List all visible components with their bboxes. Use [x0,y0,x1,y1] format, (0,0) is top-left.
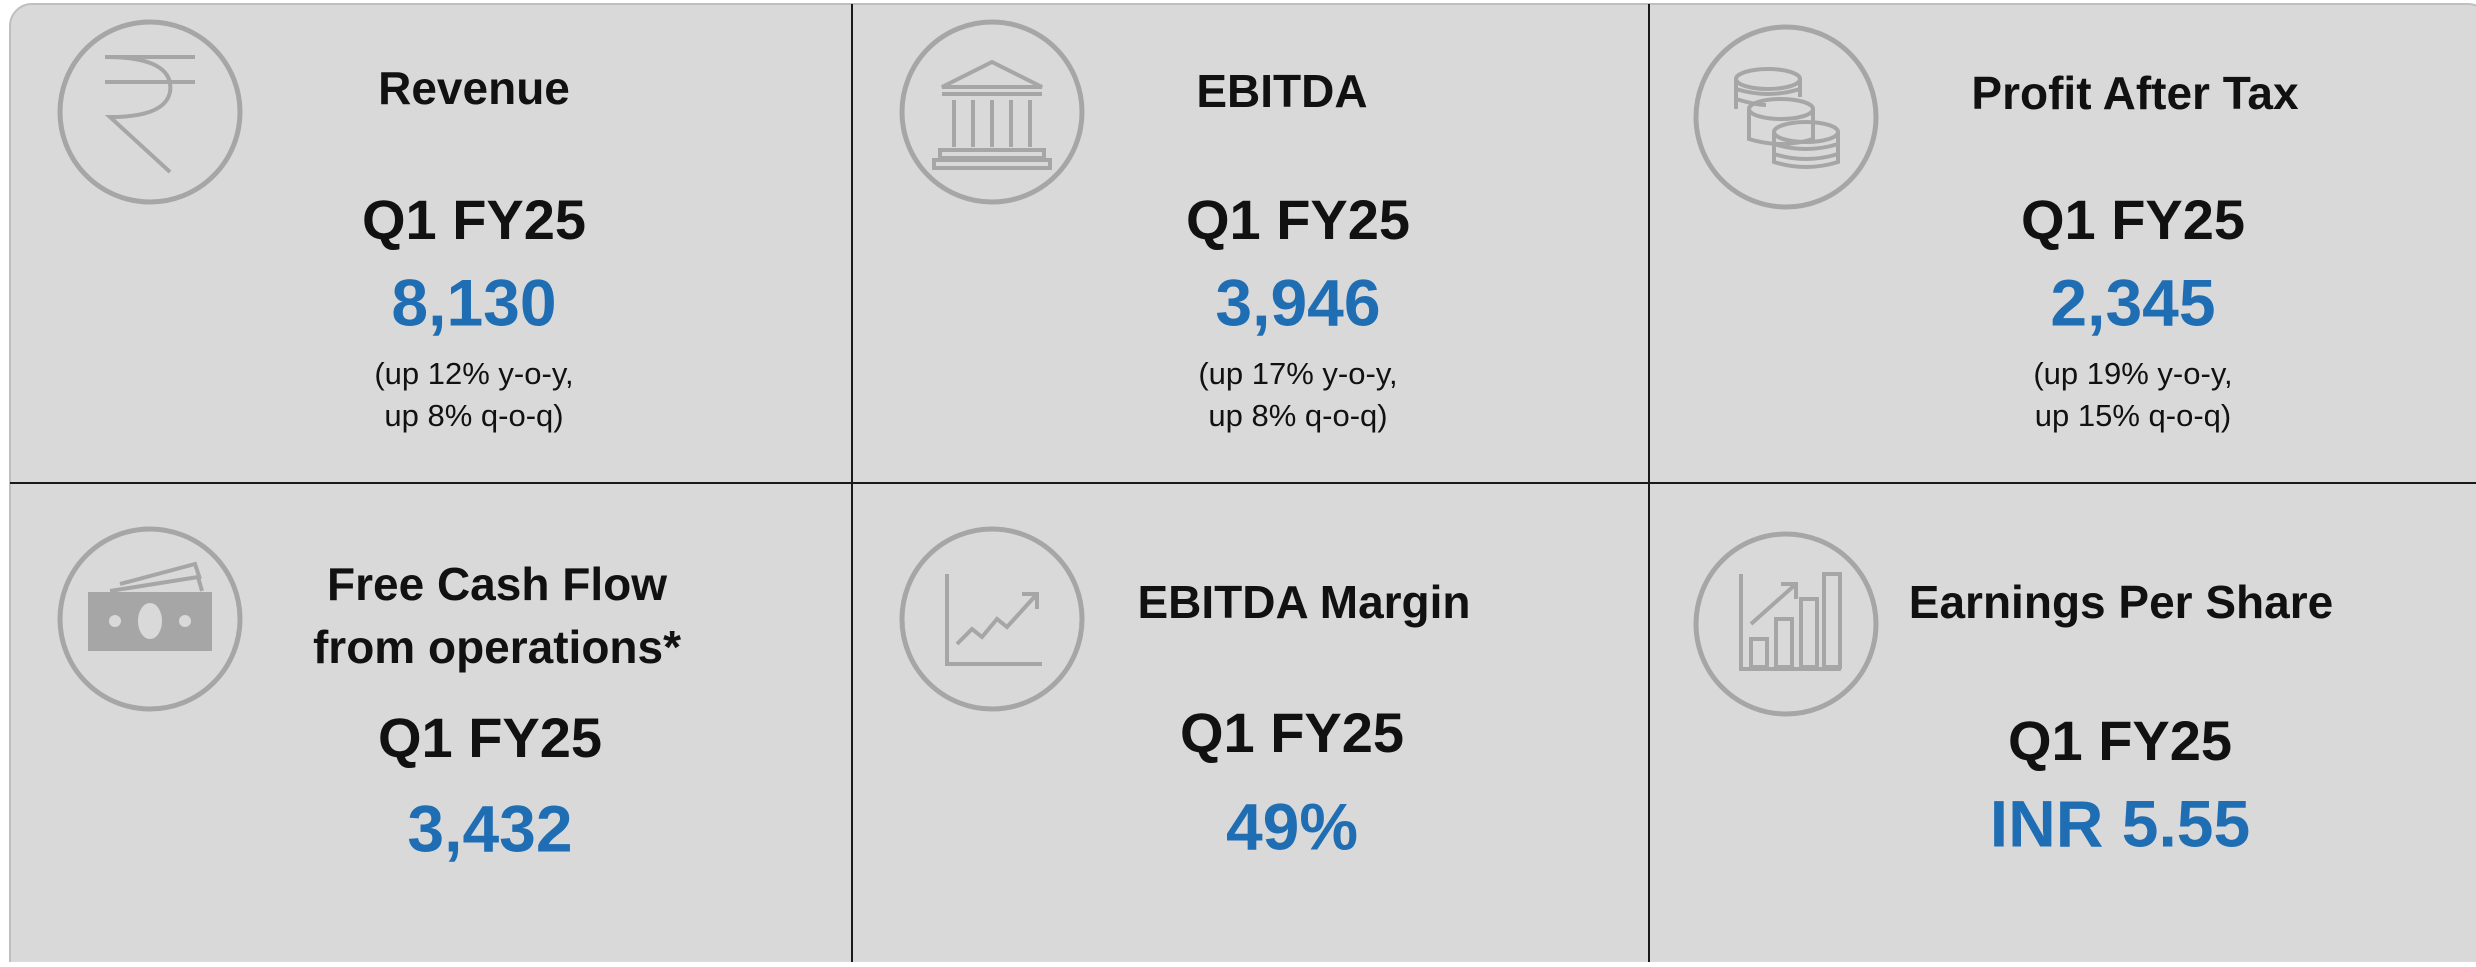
panel [9,3,2476,967]
card-title: Profit After Tax [1971,67,2299,119]
card-period: Q1 FY25 [362,188,586,251]
coins-icon [1693,24,1879,210]
card-title: EBITDA [1196,65,1367,117]
cash-icon [57,526,243,712]
card-title: Revenue [378,62,570,114]
bank-icon [899,19,1085,205]
card-period: Q1 FY25 [1180,701,1404,764]
card-title: from operations* [313,621,681,673]
card-note: up 15% q-o-q) [2035,398,2231,433]
bar-chart-icon [1693,531,1879,717]
trend-icon [899,526,1085,712]
card-value: 3,946 [1215,265,1380,339]
card-value: 2,345 [2050,265,2215,339]
card-value: 3,432 [407,791,572,865]
card-title: Earnings Per Share [1909,576,2333,628]
card-title: Free Cash Flow [327,558,667,610]
card-value: 8,130 [391,265,556,339]
card-value: 49% [1226,789,1358,863]
card-note: (up 19% y-o-y, [2033,356,2232,391]
card-note: up 8% q-o-q) [1208,398,1387,433]
card-period: Q1 FY25 [378,706,602,769]
card-note: (up 12% y-o-y, [374,356,573,391]
card-note: up 8% q-o-q) [384,398,563,433]
card-period: Q1 FY25 [1186,188,1410,251]
card-period: Q1 FY25 [2008,709,2232,772]
card-note: (up 17% y-o-y, [1198,356,1397,391]
card-value: INR 5.55 [1990,786,2250,860]
card-title: EBITDA Margin [1137,576,1470,628]
rupee-icon [57,19,243,205]
card-period: Q1 FY25 [2021,188,2245,251]
